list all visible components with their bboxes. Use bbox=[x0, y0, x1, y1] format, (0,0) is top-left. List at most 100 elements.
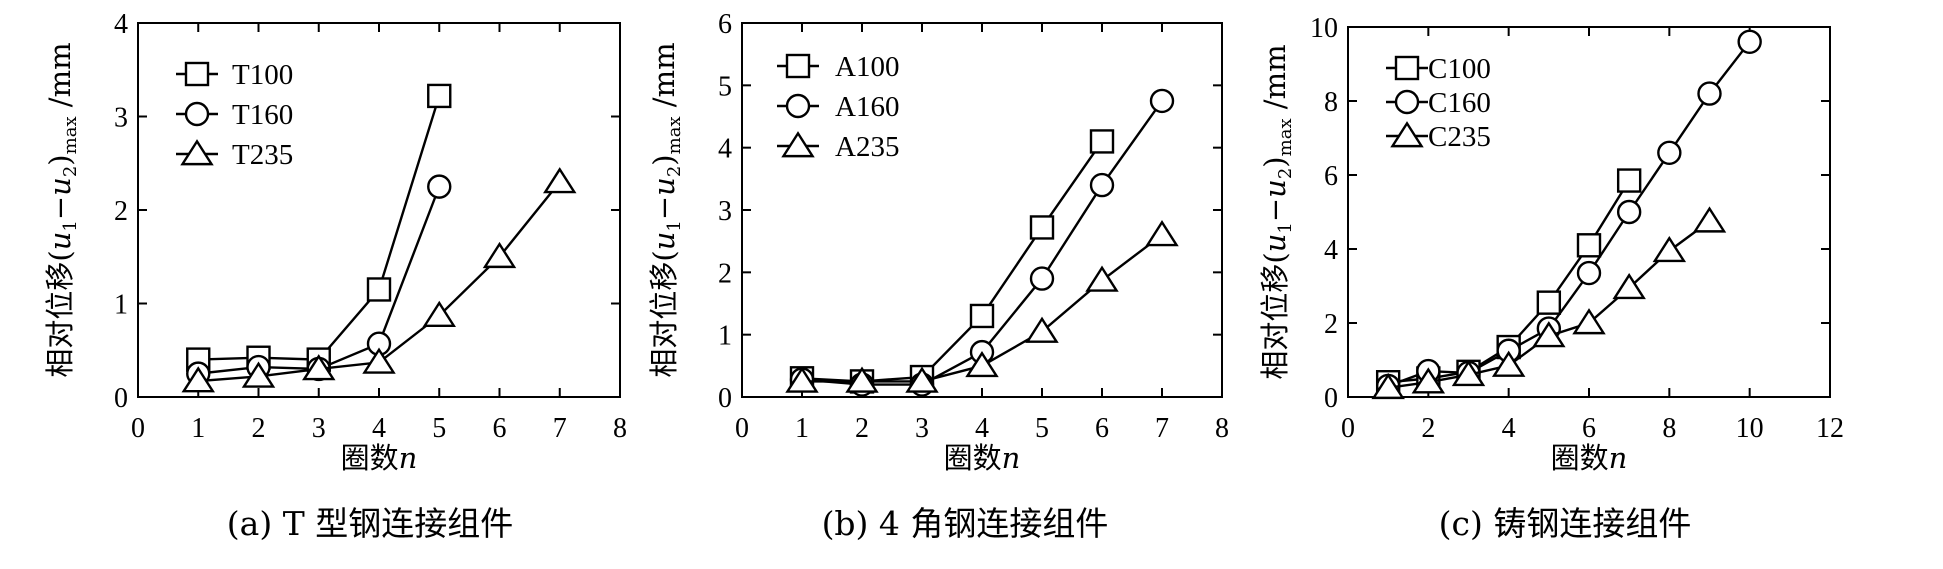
data-point-C160 bbox=[1576, 260, 1602, 286]
series-line-C160 bbox=[1387, 41, 1751, 388]
y-tick-label: 2 bbox=[1324, 309, 1338, 340]
x-tick-label: 5 bbox=[1035, 413, 1049, 444]
x-tick-label: 6 bbox=[493, 413, 507, 444]
x-tick-label: 2 bbox=[1421, 413, 1435, 444]
legend-marker-A160 bbox=[785, 93, 811, 119]
data-point-A235 bbox=[965, 350, 999, 378]
data-point-C235 bbox=[1692, 206, 1727, 233]
data-point-T100 bbox=[366, 277, 392, 302]
x-tick-label: 0 bbox=[1341, 413, 1355, 444]
x-tick-label: 10 bbox=[1736, 413, 1764, 444]
y-tick-label: 6 bbox=[718, 9, 732, 40]
y-tick-label: 3 bbox=[718, 196, 732, 227]
legend-label-T100: T100 bbox=[232, 59, 293, 91]
data-point-A235 bbox=[1145, 220, 1179, 247]
data-point-T235 bbox=[362, 347, 396, 374]
y-tick-label: 0 bbox=[1324, 383, 1338, 414]
chart-panel-0: 0 1 2 3 4 5 6 7 8 0 1 2 3 4 T100 T160 T235 圈数n 相对位移(u1−u2)… bbox=[43, 9, 627, 543]
data-point-C235 bbox=[1451, 359, 1486, 387]
y-tick-label: 4 bbox=[1324, 235, 1338, 266]
x-tick-label: 12 bbox=[1816, 413, 1844, 444]
x-tick-label: 3 bbox=[312, 413, 326, 444]
x-tick-label: 1 bbox=[191, 413, 205, 444]
data-point-A160 bbox=[1149, 88, 1175, 114]
legend-marker-A100 bbox=[785, 53, 811, 79]
x-tick-label: 4 bbox=[1502, 413, 1516, 444]
plot-frame bbox=[1347, 26, 1831, 398]
y-tick-label: 1 bbox=[718, 321, 732, 352]
y-tick-label: 4 bbox=[114, 9, 128, 40]
x-tick-label: 4 bbox=[372, 413, 386, 444]
data-point-C160 bbox=[1657, 140, 1682, 166]
data-point-A100 bbox=[969, 303, 995, 329]
x-tick-label: 6 bbox=[1095, 413, 1109, 444]
panel-caption: (a) T 型钢连接组件 bbox=[227, 504, 513, 543]
x-tick-label: 3 bbox=[915, 413, 929, 444]
y-axis-title: 相对位移(u1−u2)max /mm bbox=[43, 42, 81, 377]
data-point-T100 bbox=[427, 83, 452, 109]
data-point-T235 bbox=[482, 241, 517, 269]
data-point-C235 bbox=[1612, 272, 1646, 300]
data-point-A100 bbox=[1089, 129, 1115, 154]
series-line-T100 bbox=[198, 95, 441, 361]
x-axis-title: 圈数n bbox=[944, 441, 1021, 475]
x-tick-label: 2 bbox=[252, 413, 266, 444]
data-point-T235 bbox=[422, 300, 456, 327]
data-point-T235 bbox=[181, 366, 215, 393]
data-point-C100 bbox=[1536, 290, 1562, 315]
series-line-A100 bbox=[801, 140, 1103, 383]
data-point-C235 bbox=[1411, 367, 1446, 394]
x-tick-label: 8 bbox=[1662, 413, 1676, 444]
data-point-T235 bbox=[241, 361, 276, 388]
data-point-T235 bbox=[302, 354, 336, 381]
legend-marker-T100 bbox=[184, 61, 210, 87]
y-tick-label: 1 bbox=[114, 290, 128, 321]
y-tick-label: 4 bbox=[718, 134, 732, 165]
y-tick-label: 3 bbox=[114, 103, 128, 134]
y-tick-label: 10 bbox=[1310, 13, 1338, 44]
y-axis-title: 相对位移(u1−u2)max /mm bbox=[647, 42, 685, 377]
panel-caption: (c) 铸钢连接组件 bbox=[1439, 504, 1692, 543]
data-point-T160 bbox=[427, 174, 452, 199]
legend-label-C100: C100 bbox=[1428, 53, 1491, 85]
legend-label-C235: C235 bbox=[1428, 121, 1491, 153]
x-tick-label: 0 bbox=[131, 413, 145, 444]
y-tick-label: 2 bbox=[114, 196, 128, 227]
data-point-C100 bbox=[1576, 233, 1602, 258]
data-point-A235 bbox=[785, 366, 819, 393]
data-point-C160 bbox=[1616, 199, 1642, 225]
data-point-A160 bbox=[1029, 266, 1055, 291]
legend-label-A100: A100 bbox=[835, 51, 899, 83]
x-tick-label: 8 bbox=[613, 413, 627, 444]
data-point-C235 bbox=[1491, 350, 1526, 377]
legend-label-A160: A160 bbox=[835, 91, 899, 123]
x-tick-label: 7 bbox=[553, 413, 567, 444]
legend-label-T235: T235 bbox=[232, 139, 293, 171]
data-point-C235 bbox=[1371, 372, 1405, 400]
x-axis-title: 圈数n bbox=[1551, 441, 1628, 475]
x-axis-title: 圈数n bbox=[341, 441, 418, 475]
data-point-A100 bbox=[1029, 215, 1055, 240]
legend-marker-C100 bbox=[1394, 55, 1420, 81]
data-point-C160 bbox=[1697, 81, 1722, 106]
y-tick-label: 5 bbox=[718, 71, 732, 102]
legend-label-C160: C160 bbox=[1428, 87, 1491, 119]
x-tick-label: 0 bbox=[735, 413, 749, 444]
data-point-C100 bbox=[1616, 168, 1642, 193]
x-tick-label: 8 bbox=[1215, 413, 1229, 444]
data-point-A235 bbox=[905, 366, 939, 393]
legend-marker-T235 bbox=[180, 139, 214, 166]
y-axis-title: 相对位移(u1−u2)max /mm bbox=[1258, 44, 1296, 379]
legend-marker-C235 bbox=[1390, 121, 1424, 148]
x-tick-label: 7 bbox=[1155, 413, 1169, 444]
data-point-T235 bbox=[543, 167, 577, 194]
legend-marker-C160 bbox=[1394, 89, 1420, 115]
x-tick-label: 2 bbox=[855, 413, 869, 444]
data-point-C235 bbox=[1572, 308, 1606, 335]
legend-label-A235: A235 bbox=[835, 131, 899, 163]
x-tick-label: 6 bbox=[1582, 413, 1596, 444]
y-tick-label: 6 bbox=[1324, 161, 1338, 192]
y-tick-label: 0 bbox=[718, 383, 732, 414]
panel-caption: (b) 4 角钢连接组件 bbox=[822, 504, 1109, 543]
